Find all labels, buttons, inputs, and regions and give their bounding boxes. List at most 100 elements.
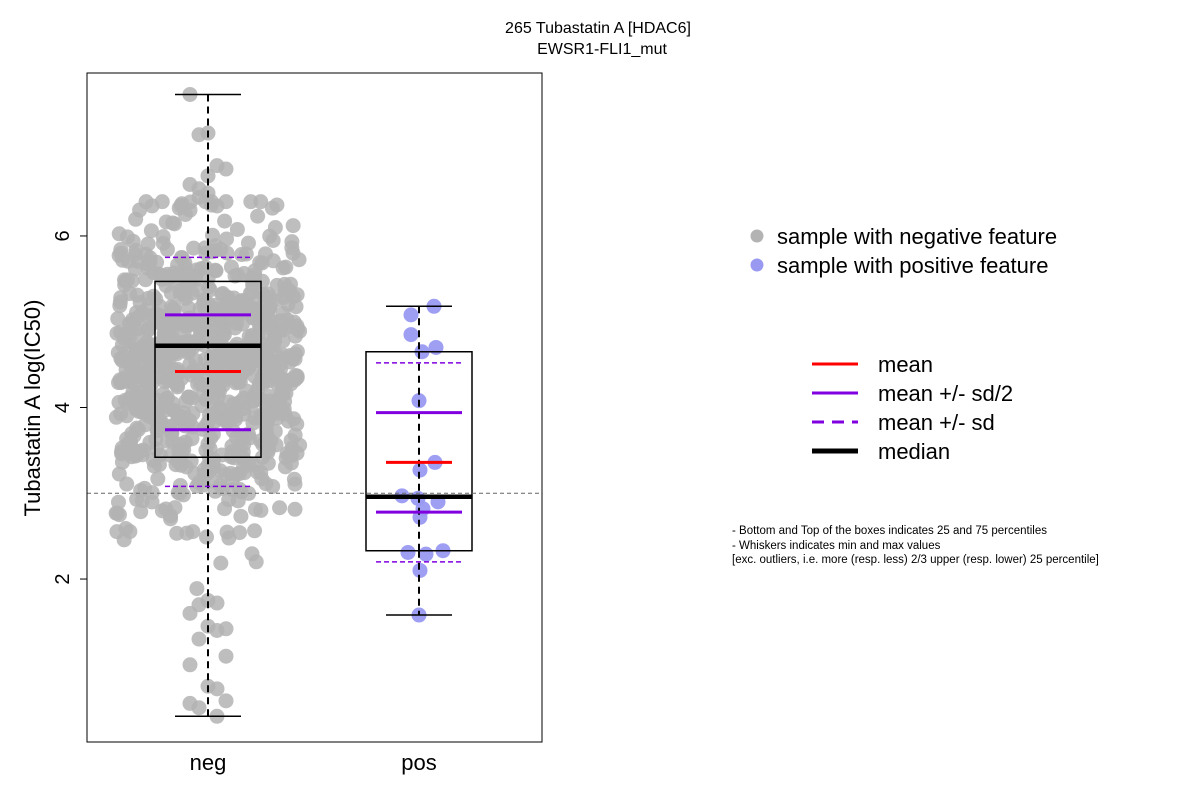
data-point-neg — [181, 389, 197, 405]
data-point-neg — [210, 320, 226, 336]
data-point-neg — [141, 320, 157, 336]
data-point-neg — [268, 437, 284, 453]
legend-marker — [750, 229, 764, 243]
data-point-neg — [138, 272, 154, 288]
legend-line-label: mean — [878, 352, 933, 377]
data-point-neg — [116, 370, 132, 386]
legend-label: sample with positive feature — [777, 253, 1048, 278]
data-point-neg — [217, 501, 233, 517]
data-point-pos — [403, 307, 419, 323]
data-point-neg — [227, 404, 243, 420]
data-point-neg — [126, 446, 142, 462]
data-point-neg — [159, 242, 175, 258]
data-point-neg — [169, 346, 185, 362]
data-point-neg — [128, 211, 144, 227]
data-point-neg — [130, 321, 146, 337]
data-point-neg — [142, 434, 158, 450]
data-point-neg — [112, 298, 128, 314]
data-point-neg — [164, 304, 180, 320]
data-point-neg — [214, 480, 230, 496]
data-point-neg — [191, 631, 207, 647]
data-point-neg — [289, 416, 305, 432]
data-point-neg — [269, 197, 285, 213]
data-point-neg — [138, 194, 154, 210]
data-point-neg — [221, 530, 237, 546]
data-point-neg — [278, 259, 294, 275]
data-point-neg — [243, 194, 259, 210]
data-point-pos — [400, 544, 416, 560]
data-point-pos — [428, 339, 444, 355]
data-point-neg — [178, 290, 194, 306]
data-point-neg — [144, 494, 160, 510]
data-point-neg — [291, 252, 307, 268]
data-point-neg — [134, 404, 150, 420]
data-point-neg — [218, 467, 234, 483]
axis-layer: 2 4 6 neg pos — [52, 72, 543, 775]
data-point-neg — [229, 430, 245, 446]
data-point-neg — [208, 297, 224, 313]
data-point-neg — [132, 308, 148, 324]
data-point-neg — [133, 340, 149, 356]
data-point-neg — [250, 208, 266, 224]
data-point-neg — [110, 311, 126, 327]
data-point-neg — [214, 286, 230, 302]
legend-line-label: median — [878, 439, 950, 464]
data-point-neg — [161, 373, 177, 389]
legend-marker — [750, 258, 764, 272]
data-point-neg — [184, 431, 200, 447]
data-point-neg — [149, 392, 165, 408]
data-point-neg — [163, 285, 179, 301]
box-iqr — [154, 280, 262, 458]
data-point-neg — [109, 325, 125, 341]
box-iqr — [365, 351, 473, 552]
data-point-neg — [143, 223, 159, 239]
data-point-neg — [111, 466, 127, 482]
data-point-neg — [160, 327, 176, 343]
data-point-neg — [185, 524, 201, 540]
data-point-neg — [287, 501, 303, 517]
data-point-neg — [245, 310, 261, 326]
data-point-neg — [172, 477, 188, 493]
data-point-neg — [235, 451, 251, 467]
data-point-neg — [145, 308, 161, 324]
data-point-neg — [174, 442, 190, 458]
data-point-neg — [186, 240, 202, 256]
data-point-neg — [229, 221, 245, 237]
data-point-neg — [273, 322, 289, 338]
data-point-neg — [140, 236, 156, 252]
data-point-neg — [262, 298, 278, 314]
note-line-2: - Whiskers indicates min and max values — [732, 540, 941, 552]
data-point-neg — [218, 161, 234, 177]
data-point-neg — [201, 381, 217, 397]
data-point-neg — [275, 305, 291, 321]
data-point-neg — [133, 504, 149, 520]
data-point-neg — [218, 621, 234, 637]
data-point-neg — [191, 700, 207, 716]
note-line-3: [exc. outliers, i.e. more (resp. less) 2… — [732, 554, 1099, 566]
data-point-neg — [263, 338, 279, 354]
data-point-neg — [120, 253, 136, 269]
data-point-neg — [247, 523, 263, 539]
data-point-neg — [189, 581, 205, 597]
data-point-neg — [150, 471, 166, 487]
data-point-neg — [154, 194, 170, 210]
data-point-neg — [218, 194, 234, 210]
data-point-neg — [218, 693, 234, 709]
data-point-neg — [171, 200, 187, 216]
data-point-neg — [260, 373, 276, 389]
legend-layer: sample with negative feature sample with … — [750, 224, 1057, 464]
points-layer — [108, 86, 451, 724]
data-point-neg — [283, 432, 299, 448]
data-point-neg — [250, 351, 266, 367]
data-point-neg — [198, 194, 214, 210]
data-point-neg — [132, 295, 148, 311]
data-point-neg — [209, 681, 225, 697]
data-point-neg — [142, 250, 158, 266]
data-point-neg — [161, 271, 177, 287]
data-point-neg — [189, 478, 205, 494]
chart-subtitle: EWSR1-FLI1_mut — [537, 41, 667, 58]
data-point-neg — [230, 493, 246, 509]
data-point-neg — [243, 270, 259, 286]
data-point-neg — [209, 335, 225, 351]
